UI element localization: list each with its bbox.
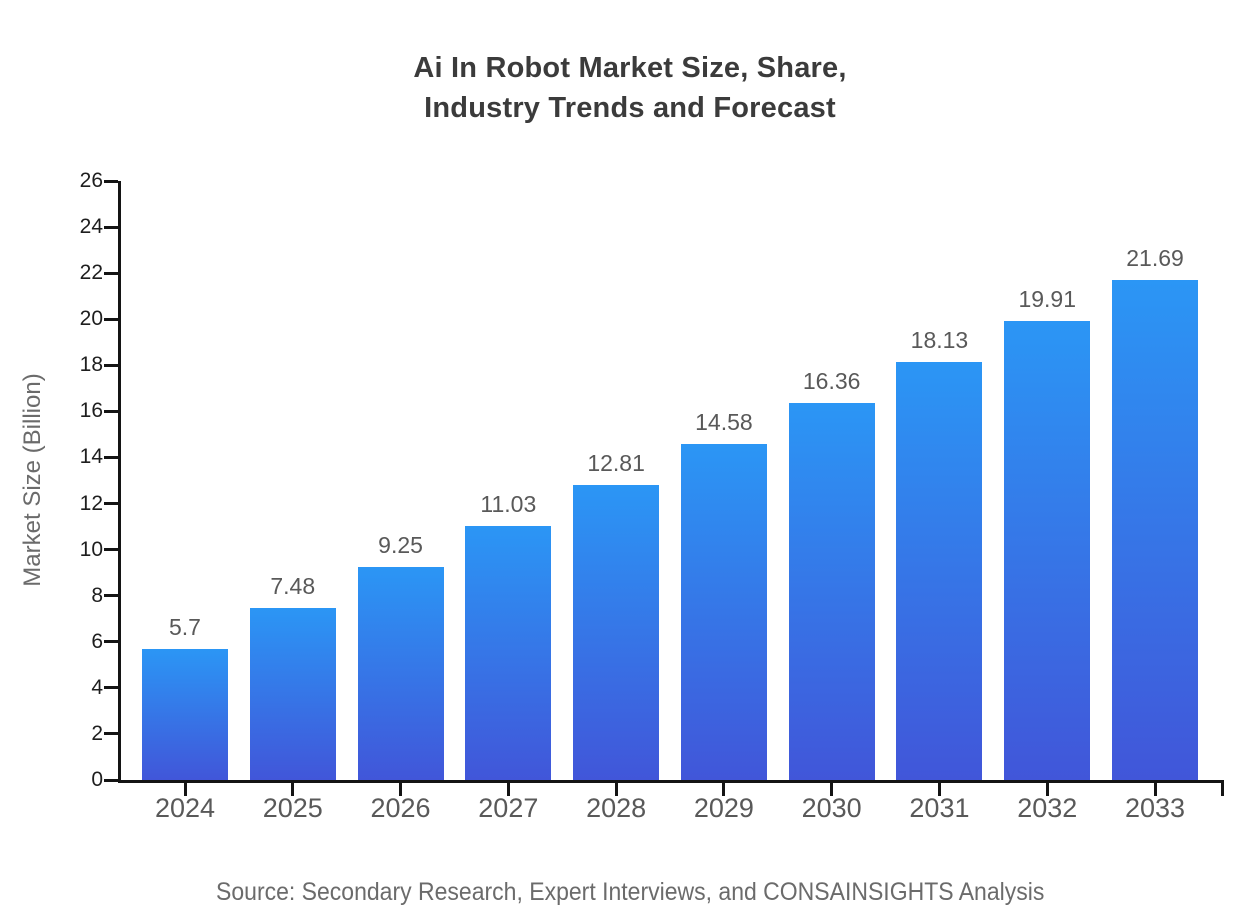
- x-tick-mark-2027: [506, 783, 510, 796]
- bar-2031: [896, 362, 983, 780]
- y-tick-label: 4: [91, 675, 103, 699]
- y-tick-label: 22: [79, 261, 103, 285]
- y-tick-mark: [104, 732, 118, 736]
- x-tick-label-2024: 2024: [154, 793, 216, 823]
- bar-2029: [680, 444, 767, 780]
- bar-value-label-2026: 9.25: [378, 531, 423, 558]
- y-tick-label: 14: [79, 445, 103, 469]
- x-tick-label-2025: 2025: [262, 793, 323, 823]
- y-tick-label: 8: [91, 583, 103, 607]
- x-tick-mark-2025: [291, 783, 295, 796]
- y-tick-mark: [104, 548, 118, 552]
- x-tick-label-2026: 2026: [370, 793, 431, 823]
- x-tick-label-2028: 2028: [586, 793, 647, 823]
- y-tick-label: 6: [91, 629, 103, 653]
- y-tick-mark: [104, 455, 118, 459]
- y-tick-mark: [104, 317, 118, 321]
- x-axis-end-tick-mark: [1221, 783, 1224, 796]
- bar-value-label-2029: 14.58: [695, 409, 753, 436]
- bar-value-label-2025: 7.48: [270, 572, 316, 599]
- y-tick-mark: [104, 640, 118, 644]
- y-tick-mark: [104, 409, 118, 413]
- bar-2028: [573, 484, 660, 780]
- y-tick-mark: [104, 502, 118, 506]
- x-tick-label-2030: 2030: [801, 793, 862, 823]
- y-axis-line: [118, 181, 121, 783]
- bar-value-label-2033: 21.69: [1126, 245, 1184, 272]
- bar-2025: [249, 607, 336, 780]
- y-tick-label: 26: [79, 169, 103, 192]
- bar-2032: [1004, 321, 1091, 780]
- x-tick-mark-2024: [183, 783, 187, 796]
- bar-value-label-2028: 12.81: [587, 449, 645, 476]
- x-tick-label-2027: 2027: [478, 793, 539, 823]
- bar-2033: [1112, 280, 1199, 780]
- y-tick-label: 12: [79, 491, 103, 515]
- x-tick-label-2033: 2033: [1124, 793, 1186, 823]
- bar-value-label-2030: 16.36: [802, 368, 861, 395]
- y-tick-mark: [104, 363, 118, 367]
- x-tick-mark-2030: [830, 783, 834, 796]
- y-tick-mark: [104, 271, 118, 275]
- bar-2026: [357, 566, 444, 780]
- bar-2027: [465, 525, 552, 780]
- y-tick-mark: [104, 686, 118, 690]
- x-axis-line: [118, 780, 1224, 783]
- x-tick-mark-2028: [614, 783, 618, 796]
- y-tick-label: 0: [91, 768, 103, 791]
- bar-value-label-2032: 19.91: [1018, 286, 1077, 313]
- y-tick-mark: [104, 594, 118, 598]
- y-tick-mark: [104, 225, 118, 229]
- bar-2030: [788, 403, 875, 780]
- x-tick-label-2032: 2032: [1017, 793, 1078, 823]
- bar-value-label-2027: 11.03: [480, 490, 537, 517]
- bar-value-label-2024: 5.7: [169, 613, 201, 640]
- y-tick-mark: [104, 778, 118, 782]
- source-caption: Source: Secondary Research, Expert Inter…: [0, 878, 1260, 907]
- chart-title: Ai In Robot Market Size, Share, Industry…: [0, 48, 1260, 128]
- x-tick-mark-2031: [937, 783, 941, 796]
- y-tick-label: 16: [79, 399, 103, 423]
- y-tick-label: 2: [91, 721, 103, 745]
- x-tick-label-2031: 2031: [909, 793, 970, 823]
- x-tick-mark-2026: [399, 783, 403, 796]
- source-caption-text: Source: Secondary Research, Expert Inter…: [215, 878, 1045, 906]
- chart-title-line2: Industry Trends and Forecast: [424, 92, 836, 124]
- x-tick-mark-2032: [1045, 783, 1049, 796]
- x-tick-mark-2029: [722, 783, 726, 796]
- bar-2024: [142, 648, 228, 780]
- chart-title-line1: Ai In Robot Market Size, Share,: [413, 52, 847, 84]
- x-tick-label-2029: 2029: [693, 793, 754, 823]
- y-tick-label: 24: [79, 215, 103, 239]
- y-tick-label: 10: [79, 537, 103, 561]
- bar-value-label-2031: 18.13: [910, 327, 969, 354]
- y-tick-mark: [104, 179, 118, 183]
- x-tick-mark-2033: [1153, 783, 1157, 796]
- y-tick-label: 18: [79, 353, 103, 377]
- y-tick-label: 20: [79, 307, 103, 331]
